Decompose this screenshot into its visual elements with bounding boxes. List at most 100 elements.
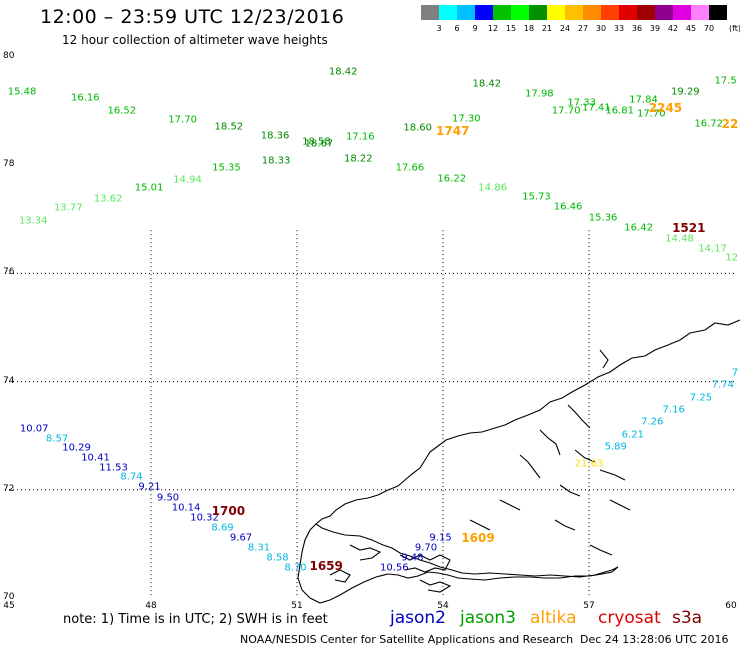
colorbar-swatch [421, 5, 439, 20]
wave-height-label: 18.67 [304, 138, 334, 150]
pass-time-label: 1700 [211, 503, 246, 518]
wave-height-label: 21.63 [574, 458, 604, 470]
lon-tick-label: 51 [291, 601, 303, 611]
colorbar-tick: 27 [577, 24, 589, 33]
wave-height-label: 17.30 [452, 113, 481, 125]
lon-tick-label: 60 [725, 601, 737, 611]
wave-height-label: 10.29 [62, 442, 91, 454]
pass-time-label: 1609 [461, 531, 495, 546]
wave-height-label: 18.22 [343, 153, 373, 165]
colorbar-tick: 30 [595, 24, 607, 33]
wave-height-label: 8.74 [120, 471, 143, 483]
colorbar-swatch [691, 5, 709, 20]
wave-height-label: 9.70 [414, 542, 438, 554]
wave-height-label: 8.69 [211, 522, 234, 534]
wave-height-label: 16.46 [553, 201, 583, 213]
wave-height-label: 17.70 [168, 114, 197, 126]
wave-height-label: 18.36 [260, 130, 290, 142]
wave-height-label: 17.5 [714, 75, 737, 87]
wave-height-label: 14.17 [698, 243, 727, 254]
wave-height-label: 17.70 [551, 105, 581, 117]
coastline-south-island [297, 523, 619, 604]
wave-height-label: 18.60 [403, 122, 433, 134]
colorbar-tick: 12 [487, 24, 499, 33]
wave-height-label: 15.48 [7, 86, 37, 98]
wave-height-label: 17.84 [629, 94, 658, 106]
wave-height-label: 15.36 [588, 212, 618, 224]
wave-height-label: 6.21 [621, 429, 644, 441]
wave-height-label: 10.14 [171, 502, 201, 514]
coastline-east-detail [469, 349, 631, 556]
credit-line: NOAA/NESDIS Center for Satellite Applica… [240, 633, 574, 646]
wave-height-label: 18.52 [214, 121, 244, 133]
wave-height-label: 17.41 [581, 102, 611, 114]
coastline-north-island [315, 319, 740, 578]
lon-tick-label: 54 [437, 601, 449, 611]
legend-s3a: s3a [672, 608, 703, 628]
wave-height-label: 16.52 [107, 105, 137, 117]
pass-time-label: 1659 [309, 559, 343, 574]
map-gridlines [5, 230, 735, 598]
pass-time-label: 22 [721, 117, 739, 132]
wave-height-label: 10.07 [19, 423, 49, 435]
lon-tick-label: 45 [3, 601, 15, 611]
generated-timestamp: Dec 24 13:28:06 UTC 2016 [580, 633, 729, 646]
wave-height-label: 15.01 [134, 182, 164, 194]
wave-height-label: 17.70 [636, 108, 666, 120]
wave-height-label: 9.48 [401, 552, 424, 564]
wave-height-label: 14.94 [173, 174, 202, 186]
pass-time-label: 1521 [672, 221, 706, 236]
wave-height-label: 17.98 [525, 88, 554, 100]
wave-height-label: 7.25 [689, 392, 713, 404]
lat-tick-label: 76 [3, 267, 15, 278]
colorbar-swatch [565, 5, 583, 20]
wave-height-label: 7 [731, 367, 739, 379]
wave-height-label: 18.33 [261, 155, 291, 167]
colorbar-tick: 9 [472, 24, 478, 33]
wave-height-label: 18.58 [302, 136, 331, 148]
coastline [297, 319, 740, 604]
legend-altika: altika [530, 608, 577, 628]
wave-height-label: 17.16 [345, 131, 375, 143]
wave-height-label: 8.57 [45, 433, 69, 445]
wave-height-label: 9.50 [156, 492, 180, 504]
wave-height-label: 13.34 [18, 215, 48, 227]
wave-height-label: 14.48 [665, 233, 694, 245]
wave-height-label: 7.26 [641, 416, 664, 428]
wave-height-label: 8.31 [247, 542, 271, 554]
colorbar-swatch [547, 5, 565, 20]
lat-tick-label: 74 [3, 375, 15, 386]
colorbar-swatch [529, 5, 547, 20]
legend-cryosat: cryosat [598, 608, 661, 628]
wave-height-label: 10.56 [380, 562, 409, 574]
lon-tick-label: 57 [583, 601, 595, 611]
colorbar-tick: 15 [505, 24, 517, 33]
colorbar-tick: 6 [454, 24, 460, 33]
colorbar-tick: 42 [667, 24, 679, 33]
wave-height-label: 18.42 [472, 78, 502, 90]
wave-height-label: 11.53 [99, 462, 128, 474]
colorbar-swatch [655, 5, 673, 20]
colorbar-swatch [619, 5, 637, 20]
wave-height-label: 17.66 [395, 162, 425, 174]
colorbar-swatch [439, 5, 457, 20]
colorbar-swatch [637, 5, 655, 20]
map-subtitle: 12 hour collection of altimeter wave hei… [62, 33, 328, 47]
wave-height-label: 12 [725, 252, 739, 264]
colorbar-tick: 36 [631, 24, 643, 33]
wave-height-label: 13.62 [93, 193, 123, 205]
wave-height-label: 19.29 [671, 86, 700, 98]
colorbar-swatch [475, 5, 493, 20]
wave-height-label: 9.15 [429, 532, 452, 544]
wave-height-label: 10.41 [81, 452, 110, 464]
wave-height-label: 10.32 [190, 512, 219, 524]
colorbar-tick: 21 [541, 24, 553, 33]
colorbar-swatch [673, 5, 691, 20]
wave-height-label: 15.35 [212, 162, 241, 174]
lat-tick-label: 80 [3, 51, 15, 61]
lat-tick-label: 78 [3, 159, 15, 170]
wave-height-label: 16.22 [437, 173, 467, 185]
pass-time-label: 2245 [648, 100, 683, 115]
colorbar-swatch [601, 5, 619, 20]
